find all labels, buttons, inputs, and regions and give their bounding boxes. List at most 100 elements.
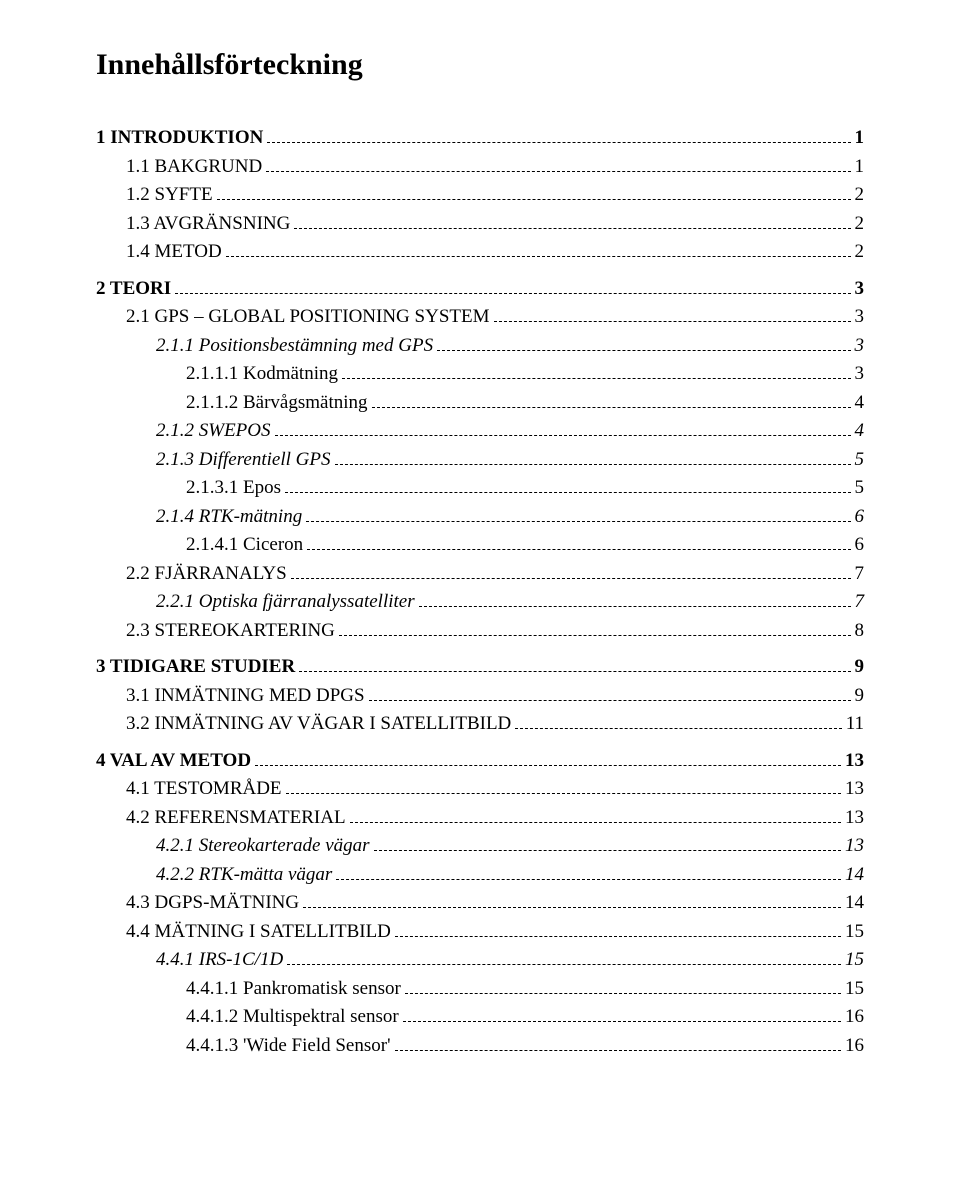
toc-entry-label: 2.1.3.1 Epos (186, 474, 281, 503)
toc-entry-label: 2.1.4 RTK-mätning (156, 503, 302, 532)
toc-entry-page: 6 (855, 531, 865, 560)
toc-leader (286, 777, 841, 794)
toc-leader (217, 183, 851, 200)
toc-leader (336, 862, 841, 879)
toc-entry-label: 1.3 AVGRÄNSNING (126, 210, 290, 239)
toc-entry-page: 15 (845, 946, 864, 975)
toc-entry-label: 4.2 REFERENSMATERIAL (126, 804, 346, 833)
toc-container: 1 INTRODUKTION11.1 BAKGRUND11.2 SYFTE21.… (96, 124, 864, 1060)
toc-entry-page: 9 (855, 682, 865, 711)
toc-entry: 2.1.1 Positionsbestämning med GPS3 (96, 332, 864, 361)
toc-entry-page: 16 (845, 1003, 864, 1032)
toc-entry-label: 3.1 INMÄTNING MED DPGS (126, 682, 365, 711)
toc-entry: 1.4 METOD 2 (96, 238, 864, 267)
toc-entry: 2.2 FJÄRRANALYS 7 (96, 560, 864, 589)
toc-leader (419, 590, 851, 607)
toc-entry-page: 13 (845, 747, 864, 776)
toc-entry-label: 2 TEORI (96, 275, 171, 304)
toc-entry-page: 7 (855, 560, 865, 589)
toc-leader (395, 1033, 841, 1050)
toc-leader (374, 834, 841, 851)
toc-leader (294, 211, 850, 228)
toc-entry-page: 2 (855, 238, 865, 267)
toc-entry-page: 7 (855, 588, 865, 617)
toc-entry-page: 11 (846, 710, 864, 739)
toc-entry-page: 14 (845, 861, 864, 890)
toc-entry-label: 4 VAL AV METOD (96, 747, 251, 776)
toc-entry-page: 1 (855, 153, 865, 182)
toc-leader (403, 1005, 841, 1022)
toc-leader (285, 476, 851, 493)
toc-leader (515, 712, 841, 729)
toc-entry-page: 15 (845, 918, 864, 947)
toc-entry: 4.2.1 Stereokarterade vägar13 (96, 832, 864, 861)
toc-entry: 4.4.1.3 'Wide Field Sensor' 16 (96, 1032, 864, 1061)
toc-spacer (96, 267, 864, 275)
toc-entry: 1 INTRODUKTION1 (96, 124, 864, 153)
toc-entry: 2.1 GPS – GLOBAL POSITIONING SYSTEM3 (96, 303, 864, 332)
toc-entry-label: 4.3 DGPS-MÄTNING (126, 889, 299, 918)
toc-entry: 2.1.1.1 Kodmätning 3 (96, 360, 864, 389)
toc-leader (342, 362, 851, 379)
toc-entry-page: 5 (855, 446, 865, 475)
toc-entry-label: 4.4.1.1 Pankromatisk sensor (186, 975, 401, 1004)
toc-entry-label: 2.1.1.2 Bärvågsmätning (186, 389, 368, 418)
toc-entry: 2.3 STEREOKARTERING8 (96, 617, 864, 646)
toc-entry-label: 2.1.2 SWEPOS (156, 417, 271, 446)
toc-entry-label: 1.4 METOD (126, 238, 222, 267)
toc-entry-page: 5 (855, 474, 865, 503)
toc-leader (335, 447, 851, 464)
toc-leader (307, 533, 850, 550)
toc-entry-label: 3.2 INMÄTNING AV VÄGAR I SATELLITBILD (126, 710, 511, 739)
toc-entry-label: 2.2 FJÄRRANALYS (126, 560, 287, 589)
toc-leader (372, 390, 851, 407)
toc-entry: 3 TIDIGARE STUDIER9 (96, 653, 864, 682)
toc-entry-label: 4.4.1 IRS-1C/1D (156, 946, 283, 975)
toc-entry: 4 VAL AV METOD 13 (96, 747, 864, 776)
toc-entry-label: 2.1.4.1 Ciceron (186, 531, 303, 560)
toc-leader (303, 891, 841, 908)
toc-leader (266, 154, 850, 171)
toc-entry-page: 1 (855, 124, 865, 153)
toc-leader (291, 561, 851, 578)
toc-entry: 2.1.3 Differentiell GPS 5 (96, 446, 864, 475)
toc-entry-label: 4.4.1.3 'Wide Field Sensor' (186, 1032, 391, 1061)
toc-leader (175, 276, 850, 293)
toc-entry: 3.2 INMÄTNING AV VÄGAR I SATELLITBILD 11 (96, 710, 864, 739)
toc-leader (405, 976, 841, 993)
toc-entry-label: 1.2 SYFTE (126, 181, 213, 210)
toc-entry: 2.1.2 SWEPOS 4 (96, 417, 864, 446)
toc-entry-page: 13 (845, 832, 864, 861)
toc-entry-page: 8 (855, 617, 865, 646)
toc-leader (306, 504, 850, 521)
toc-leader (494, 305, 851, 322)
toc-entry-page: 4 (855, 389, 865, 418)
toc-entry-page: 4 (855, 417, 865, 446)
toc-entry-label: 4.4 MÄTNING I SATELLITBILD (126, 918, 391, 947)
toc-entry-page: 13 (845, 775, 864, 804)
toc-leader (437, 333, 850, 350)
toc-entry-label: 2.1.3 Differentiell GPS (156, 446, 331, 475)
toc-entry: 4.2 REFERENSMATERIAL13 (96, 804, 864, 833)
toc-title: Innehållsförteckning (96, 48, 864, 82)
toc-entry: 2 TEORI3 (96, 275, 864, 304)
toc-spacer (96, 645, 864, 653)
toc-entry-label: 4.1 TESTOMRÅDE (126, 775, 282, 804)
toc-entry-page: 3 (855, 303, 865, 332)
toc-entry-page: 2 (855, 181, 865, 210)
toc-entry: 1.2 SYFTE 2 (96, 181, 864, 210)
toc-entry-label: 4.4.1.2 Multispektral sensor (186, 1003, 399, 1032)
toc-entry: 1.1 BAKGRUND 1 (96, 153, 864, 182)
toc-leader (267, 126, 850, 143)
toc-entry-page: 9 (855, 653, 865, 682)
toc-entry-label: 1.1 BAKGRUND (126, 153, 262, 182)
toc-leader (369, 683, 851, 700)
toc-leader (255, 748, 841, 765)
toc-entry: 2.1.1.2 Bärvågsmätning 4 (96, 389, 864, 418)
toc-entry-page: 3 (855, 360, 865, 389)
toc-leader (395, 919, 841, 936)
toc-entry-page: 16 (845, 1032, 864, 1061)
toc-entry: 2.1.4.1 Ciceron 6 (96, 531, 864, 560)
toc-entry-label: 2.1.1.1 Kodmätning (186, 360, 338, 389)
toc-leader (275, 419, 851, 436)
